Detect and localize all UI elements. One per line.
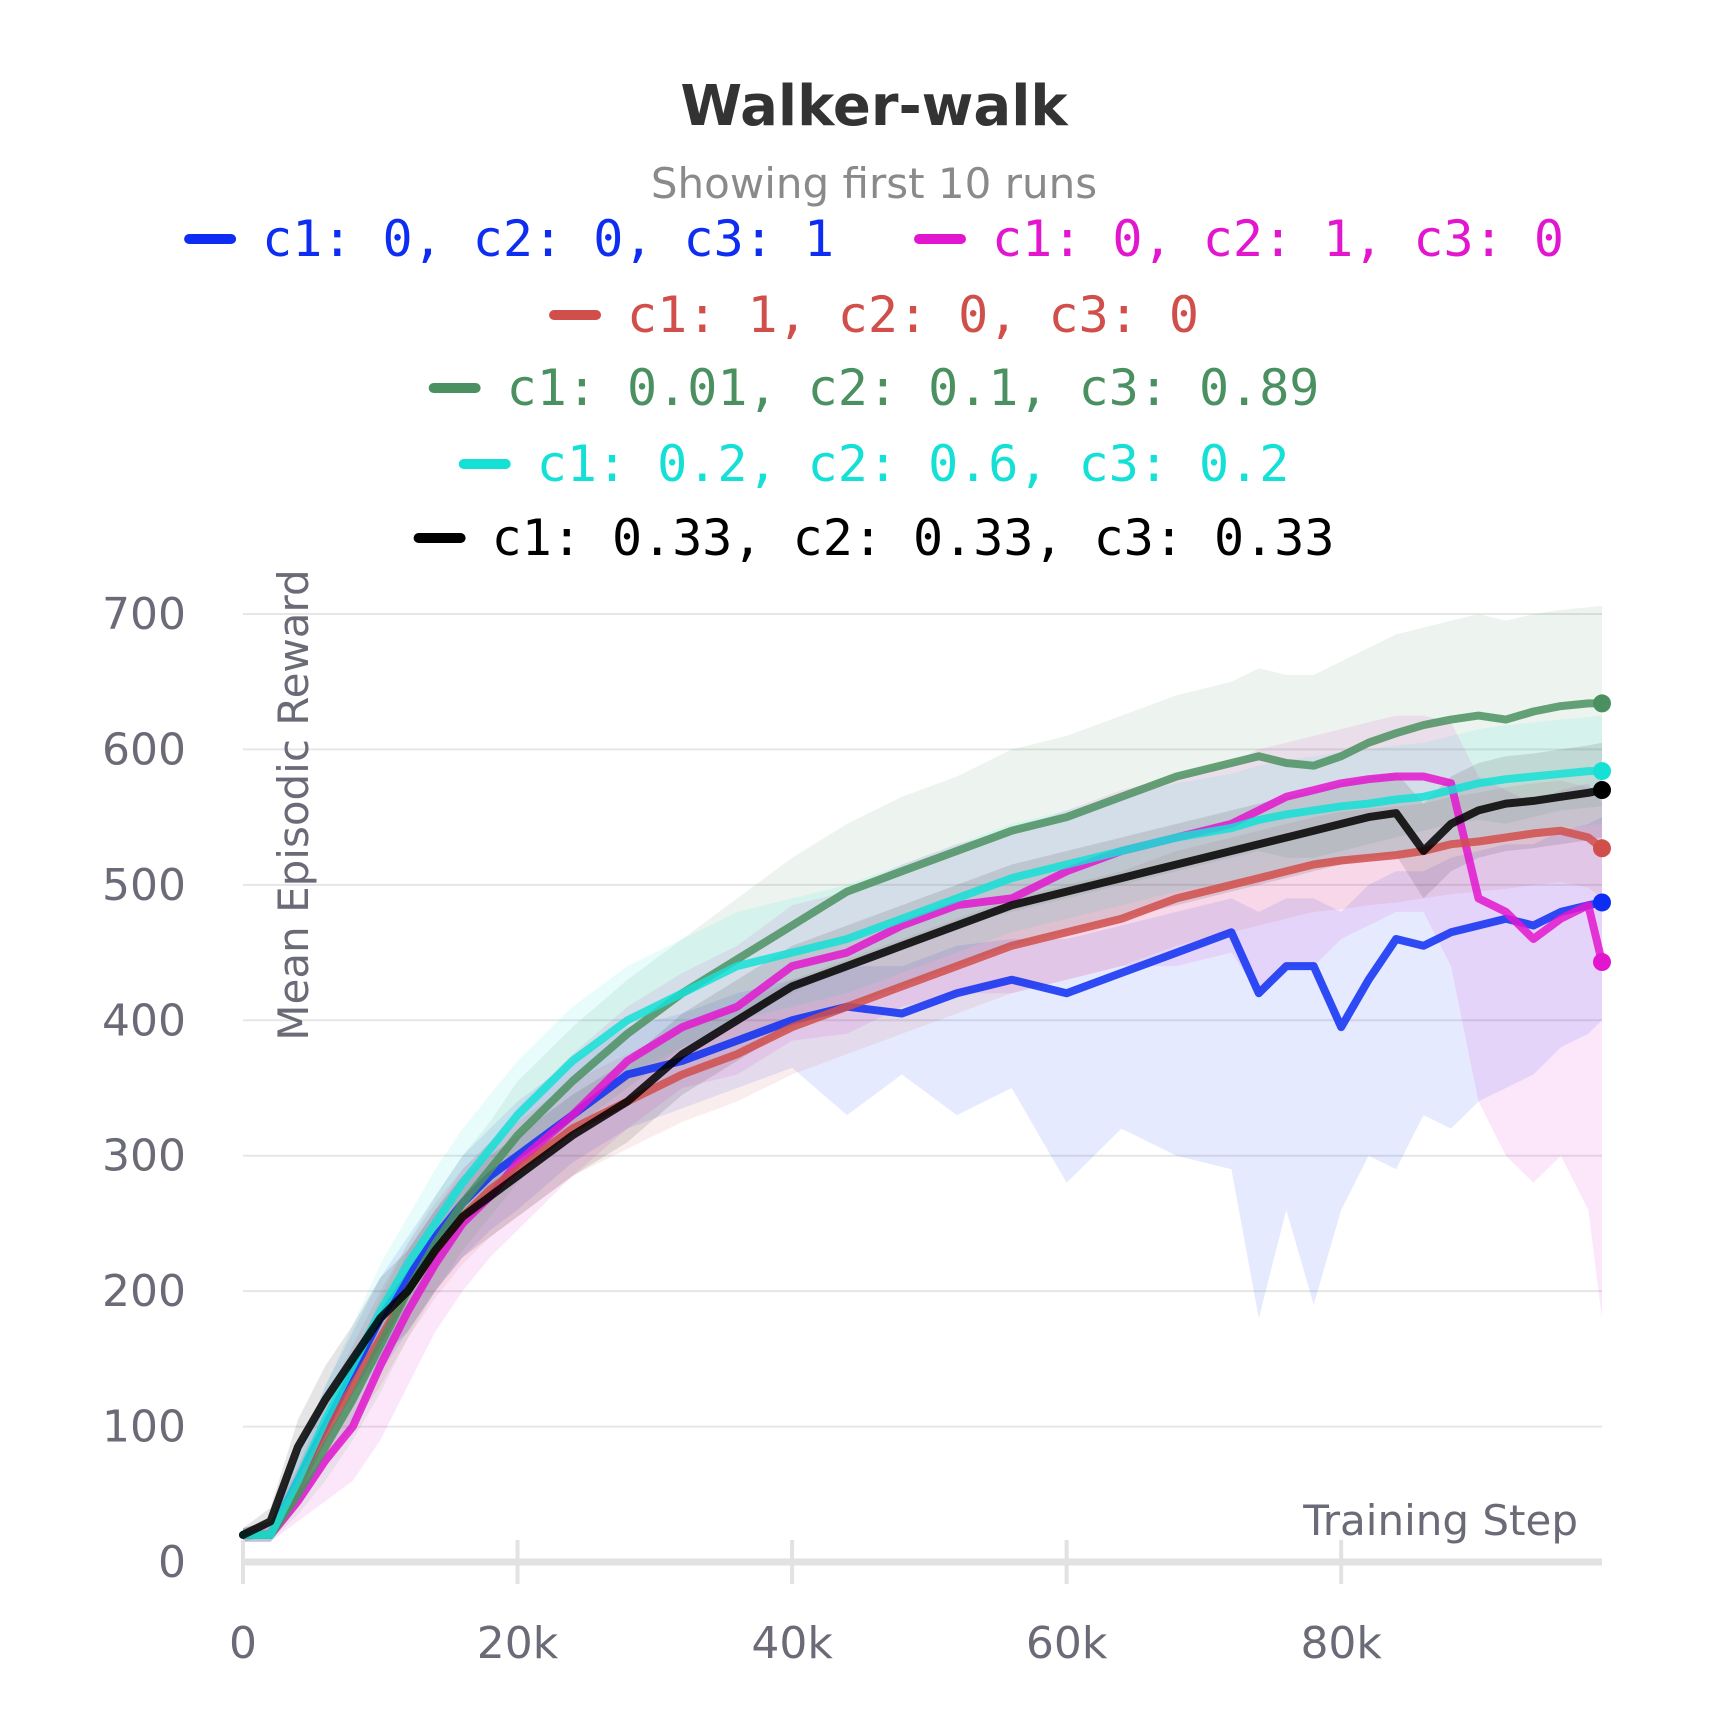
x-tick-label: 60k [1026,1618,1108,1669]
series-band-0 [243,817,1602,1542]
chart-title: Walker-walk [680,74,1069,139]
series-line-4 [239,767,1606,1539]
series-line-5 [239,786,1606,1539]
legend-swatch-0 [184,234,237,244]
legend-swatch-3 [428,383,481,393]
y-tick-label: 700 [102,589,186,640]
legend: c1: 0, c2: 0, c3: 1 c1: 0, c2: 1, c3: 0 c1… [184,210,1564,567]
x-tick-label: 20k [477,1618,559,1669]
series-endpoint-3 [1593,694,1611,713]
legend-swatch-4 [458,459,511,469]
y-tick-label: 200 [102,1266,186,1317]
legend-label-3: c1: 0.01, c2: 0.1, c3: 0.89 [507,359,1320,417]
grid: 0 100 200 300 400 500 600 700 [102,589,1602,1588]
legend-label-0: c1: 0, c2: 0, c3: 1 [262,210,834,268]
series-line-1 [239,772,1606,1539]
legend-label-5: c1: 0.33, c2: 0.33, c3: 0.33 [492,509,1335,567]
legend-label-1: c1: 0, c2: 1, c3: 0 [992,210,1564,268]
series-line-0 [239,898,1606,1539]
series-band-1 [243,715,1602,1542]
series-endpoint-2 [1593,839,1611,858]
confidence-bands [243,605,1602,1542]
series-band-4 [243,715,1602,1542]
y-tick-label: 300 [102,1131,186,1182]
series-endpoint-4 [1593,762,1611,781]
y-tick-label: 500 [102,860,186,911]
series-endpoint-5 [1593,781,1611,800]
chart-subtitle: Showing first 10 runs [651,159,1097,208]
legend-swatch-5 [413,533,466,543]
series-lines [239,699,1606,1539]
axes: 0 20k 40k 60k 80k [229,1540,1602,1669]
x-tick-label: 40k [751,1618,833,1669]
x-tick-label: 0 [229,1618,257,1669]
series-endpoint-0 [1593,893,1611,912]
series-endpoints [1593,694,1611,972]
legend-swatch-1 [914,234,966,244]
y-tick-label: 100 [102,1402,186,1453]
series-endpoint-1 [1593,953,1611,972]
y-tick-label: 400 [102,995,186,1046]
y-axis-label: Mean Episodic Reward [269,569,318,1040]
y-tick-label: 0 [158,1537,186,1588]
legend-label-2: c1: 1, c2: 0, c3: 0 [627,286,1199,344]
legend-swatch-2 [549,310,602,320]
legend-label-4: c1: 0.2, c2: 0.6, c3: 0.2 [537,435,1290,493]
x-axis-label: Training Step [1302,1496,1578,1545]
x-tick-label: 80k [1300,1618,1382,1669]
y-tick-label: 600 [102,724,186,775]
